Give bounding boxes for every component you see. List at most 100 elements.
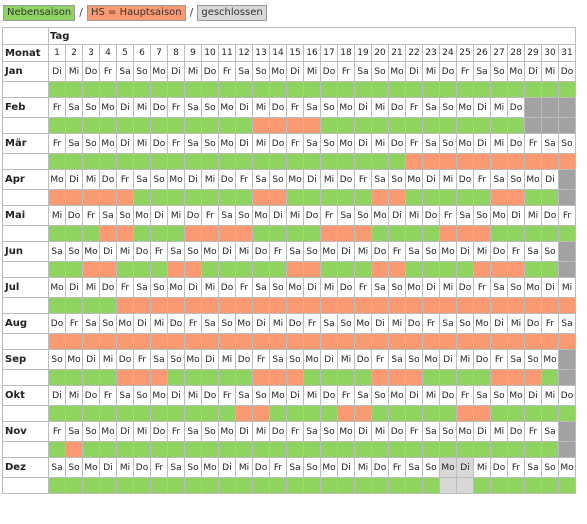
weekday-cell: Do <box>82 385 100 406</box>
day-status-cell <box>133 153 151 170</box>
day-status-cell <box>252 405 270 422</box>
weekday-cell: Mi <box>99 349 117 370</box>
day-status-cell <box>320 153 338 170</box>
day-status-cell <box>167 81 185 98</box>
day-status-cell <box>456 189 474 206</box>
weekday-cell: Di <box>99 241 117 262</box>
weekday-cell: Sa <box>558 313 576 334</box>
day-status-cell <box>558 261 576 278</box>
weekday-cell: Di <box>116 97 134 118</box>
day-status-cell <box>541 369 559 386</box>
weekday-cell: Sa <box>320 313 338 334</box>
day-status-cell <box>48 153 66 170</box>
weekday-cell: Mo <box>167 169 185 190</box>
weekday-cell: Di <box>286 385 304 406</box>
weekday-cell: Mo <box>388 385 406 406</box>
weekday-cell: Mo <box>235 313 253 334</box>
weekday-cell: Fr <box>490 349 508 370</box>
weekday-cell: So <box>507 169 525 190</box>
month-status-label-cell <box>2 405 49 422</box>
weekday-cell: Do <box>388 421 406 442</box>
month-weekday-row: Aug Do Fr Sa So Mo Di Mi Do Fr Sa So Mo Di Mi Do Fr Sa So M… <box>2 313 576 334</box>
weekday-cell: So <box>490 385 508 406</box>
day-status-cell <box>439 117 457 134</box>
day-status-cell <box>337 333 355 350</box>
day-status-cell <box>167 189 185 206</box>
weekday-cell: Mo <box>269 61 287 82</box>
day-status-cell <box>99 117 117 134</box>
day-status-cell <box>65 153 83 170</box>
legend-separator: / <box>79 6 83 19</box>
day-status-cell <box>218 477 236 494</box>
weekday-cell: Mo <box>218 97 236 118</box>
weekday-cell: Fr <box>184 313 202 334</box>
weekday-cell: Fr <box>167 97 185 118</box>
day-number: 6 <box>133 44 151 62</box>
day-status-cell <box>184 189 202 206</box>
day-status-cell <box>507 117 525 134</box>
day-number: 30 <box>541 44 559 62</box>
weekday-cell: Di <box>65 277 83 298</box>
day-status-cell <box>252 333 270 350</box>
weekday-cell: Fr <box>507 241 525 262</box>
day-status-cell <box>388 189 406 206</box>
day-number: 7 <box>150 44 168 62</box>
weekday-cell: Sa <box>524 457 542 478</box>
day-status-cell <box>82 405 100 422</box>
weekday-cell: Mo <box>48 169 66 190</box>
season-calendar: Tag Monat 1 2 3 4 5 6 7 8 9 10 11 12 13 14 15 16 17 18 19 20 2… <box>2 27 576 494</box>
weekday-cell: Fr <box>65 313 83 334</box>
weekday-cell: Mi <box>269 313 287 334</box>
day-status-cell <box>269 117 287 134</box>
day-status-cell <box>354 117 372 134</box>
weekday-cell: Mo <box>371 205 389 226</box>
day-status-cell <box>201 225 219 242</box>
weekday-cell: So <box>439 133 457 154</box>
weekday-cell: So <box>252 385 270 406</box>
day-status-cell <box>235 189 253 206</box>
weekday-cell: Mi <box>439 169 457 190</box>
weekday-cell: Mo <box>490 205 508 226</box>
day-number: 20 <box>371 44 389 62</box>
weekday-cell: So <box>456 313 474 334</box>
day-status-cell <box>320 477 338 494</box>
day-status-cell <box>337 369 355 386</box>
day-status-cell <box>133 189 151 206</box>
day-status-cell <box>167 333 185 350</box>
day-number: 4 <box>99 44 117 62</box>
day-number: 31 <box>558 44 576 62</box>
day-status-cell <box>286 405 304 422</box>
weekday-cell: Mo <box>99 97 117 118</box>
weekday-cell: Mo <box>252 205 270 226</box>
weekday-cell: Mo <box>184 349 202 370</box>
day-status-cell <box>150 477 168 494</box>
weekday-cell: Do <box>269 421 287 442</box>
day-status-cell <box>320 297 338 314</box>
day-status-cell <box>252 117 270 134</box>
month-name: Apr <box>2 169 49 190</box>
day-status-cell <box>320 117 338 134</box>
weekday-cell: Sa <box>99 205 117 226</box>
weekday-cell: Do <box>269 97 287 118</box>
day-status-cell <box>286 369 304 386</box>
weekday-cell: Mi <box>116 241 134 262</box>
weekday-cell: Di <box>48 61 66 82</box>
day-status-cell <box>82 297 100 314</box>
day-status-cell <box>456 261 474 278</box>
weekday-cell: Mo <box>439 457 457 478</box>
weekday-cell: Mi <box>371 133 389 154</box>
weekday-cell: Sa <box>150 349 168 370</box>
day-status-cell <box>48 81 66 98</box>
day-status-cell <box>541 81 559 98</box>
weekday-cell: So <box>150 277 168 298</box>
weekday-cell: Sa <box>252 277 270 298</box>
weekday-cell: Fr <box>286 97 304 118</box>
day-status-cell <box>116 117 134 134</box>
weekday-cell: Sa <box>167 457 185 478</box>
day-status-cell <box>82 333 100 350</box>
day-status-cell <box>303 477 321 494</box>
day-number: 29 <box>524 44 542 62</box>
day-status-cell <box>48 189 66 206</box>
weekday-cell: Sa <box>405 457 423 478</box>
day-status-cell <box>439 153 457 170</box>
